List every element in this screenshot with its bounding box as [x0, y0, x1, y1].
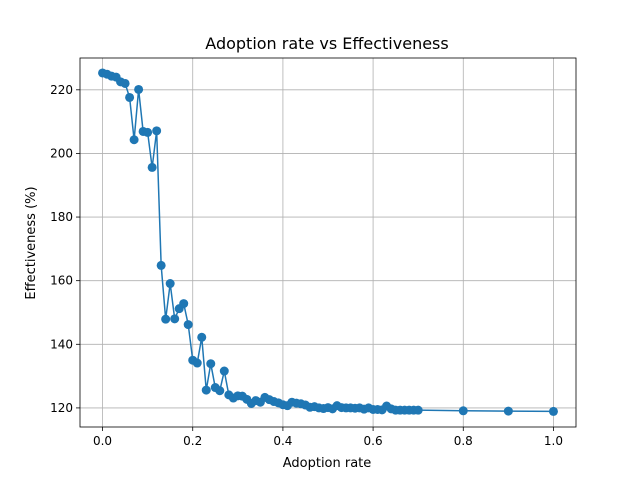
data-point	[143, 127, 153, 137]
x-tick-label: 0.2	[183, 434, 202, 448]
data-point	[206, 359, 216, 369]
data-point	[156, 260, 166, 270]
y-tick-label: 120	[50, 401, 73, 415]
grid	[80, 58, 576, 427]
chart-title: Adoption rate vs Effectiveness	[205, 34, 448, 53]
data-point	[120, 78, 130, 88]
data-point	[219, 366, 229, 376]
data-point	[147, 162, 157, 172]
data-point	[129, 135, 139, 145]
data-point	[215, 386, 225, 396]
data-point	[197, 332, 207, 342]
x-axis-label: Adoption rate	[283, 456, 372, 471]
y-tick-label: 140	[50, 337, 73, 351]
y-tick-label: 180	[50, 210, 73, 224]
data-point	[503, 406, 513, 416]
data-point	[170, 314, 180, 324]
data-point	[152, 126, 162, 136]
x-tick-label: 1.0	[544, 434, 563, 448]
data-point	[125, 92, 135, 102]
data-point	[413, 405, 423, 415]
axis-ticks: 0.0 0.2 0.4 0.6 0.8 1.0 120 140 160 180 200 220	[50, 83, 563, 448]
data-point	[458, 406, 468, 416]
series-line	[102, 72, 554, 413]
data-point	[161, 314, 171, 324]
data-point	[548, 406, 558, 416]
series-group	[98, 68, 558, 416]
x-tick-label: 0.4	[273, 434, 292, 448]
x-tick-label: 0.8	[454, 434, 473, 448]
y-tick-label: 200	[50, 146, 73, 160]
x-tick-label: 0.6	[364, 434, 383, 448]
data-point	[201, 385, 211, 395]
plot-frame	[79, 57, 577, 428]
data-point	[134, 84, 144, 94]
data-point	[179, 299, 189, 309]
data-point	[165, 279, 175, 289]
y-axis-label: Effectiveness (%)	[24, 186, 39, 299]
x-tick-label: 0.0	[93, 434, 112, 448]
y-tick-label: 220	[50, 83, 73, 97]
y-tick-label: 160	[50, 274, 73, 288]
data-point	[183, 320, 193, 330]
data-point	[192, 358, 202, 368]
